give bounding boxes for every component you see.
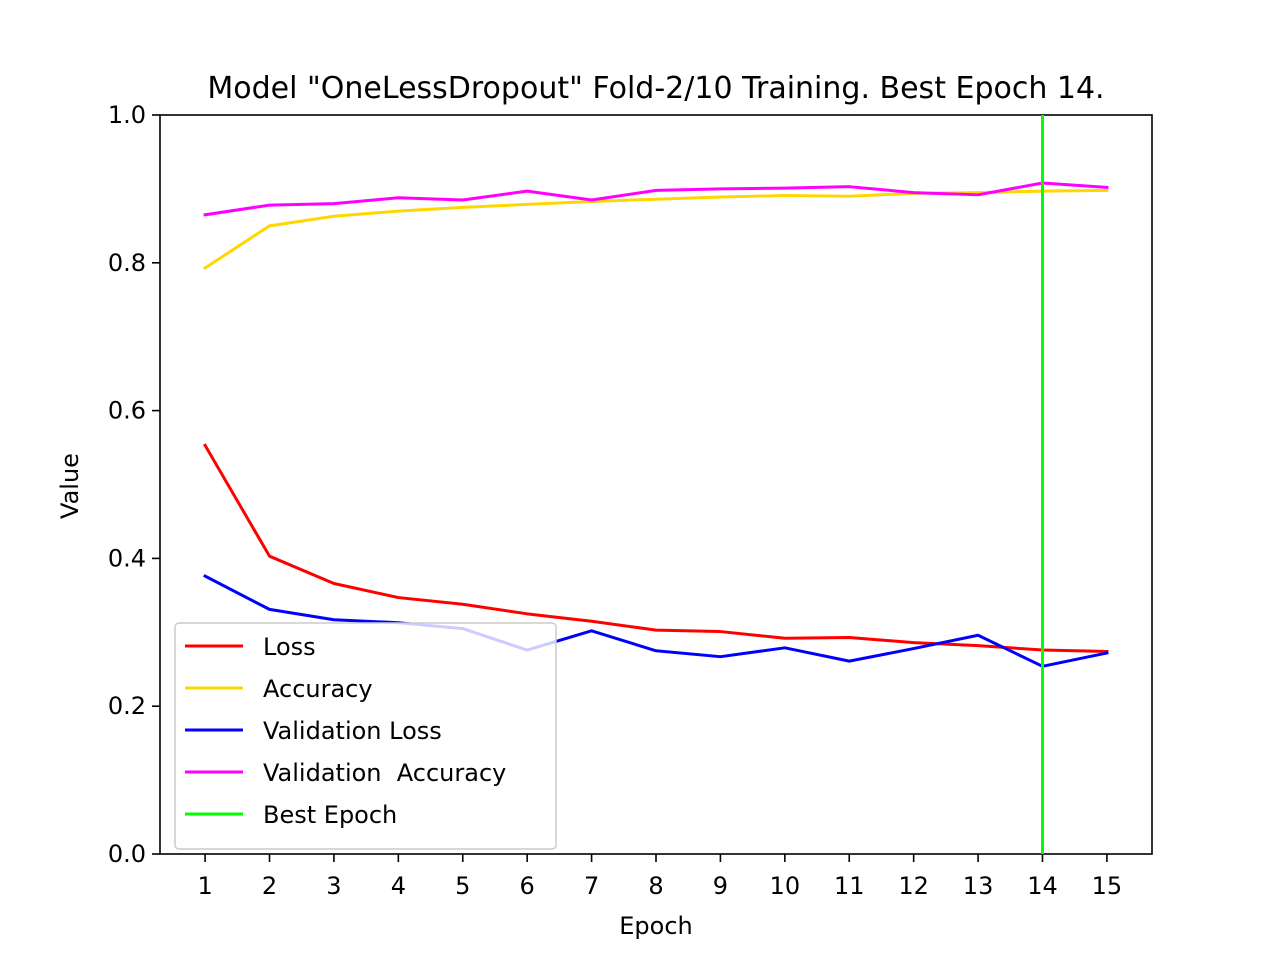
x-tick-label: 3 [326,872,341,900]
x-tick-label: 8 [648,872,663,900]
x-tick-label: 11 [834,872,865,900]
x-tick-label: 4 [391,872,406,900]
series-line-loss [203,443,1109,654]
x-tick-label: 9 [713,872,728,900]
y-tick-label: 1.0 [108,101,146,129]
y-tick-label: 0.4 [108,544,146,572]
series-line-validation-loss [203,574,1109,668]
x-tick-label: 13 [963,872,994,900]
y-tick-label: 0.8 [108,249,146,277]
legend-label: Accuracy [263,675,373,703]
x-tick-label: 15 [1092,872,1123,900]
legend-label: Validation Accuracy [263,759,506,787]
x-tick-label: 2 [262,872,277,900]
x-tick-label: 12 [898,872,929,900]
legend: Loss Accuracy Validation Loss Validation Ac… [174,622,557,850]
x-tick-label: 14 [1027,872,1058,900]
legend-box [174,622,557,850]
x-tick-label: 7 [584,872,599,900]
y-tick-label: 0.2 [108,692,146,720]
legend-label: Best Epoch [263,801,397,829]
x-axis-label: Epoch [619,912,693,940]
legend-label: Loss [263,633,316,661]
chart-title: Model "OneLessDropout" Fold-2/10 Trainin… [207,71,1104,106]
axis-ticks: 1 2 3 4 5 6 7 8 9 10 11 12 13 14 150.00.20.40.60.81.0 [108,101,1122,900]
y-tick-label: 0.6 [108,397,146,425]
series-lines [203,115,1109,854]
series-line-validation-accuracy [203,181,1109,217]
legend-label: Validation Loss [263,717,442,745]
y-axis-label: Value [56,453,84,519]
x-tick-label: 1 [197,872,212,900]
y-tick-label: 0.0 [108,840,146,868]
x-tick-label: 5 [455,872,470,900]
x-tick-label: 6 [520,872,535,900]
x-tick-label: 10 [770,872,801,900]
